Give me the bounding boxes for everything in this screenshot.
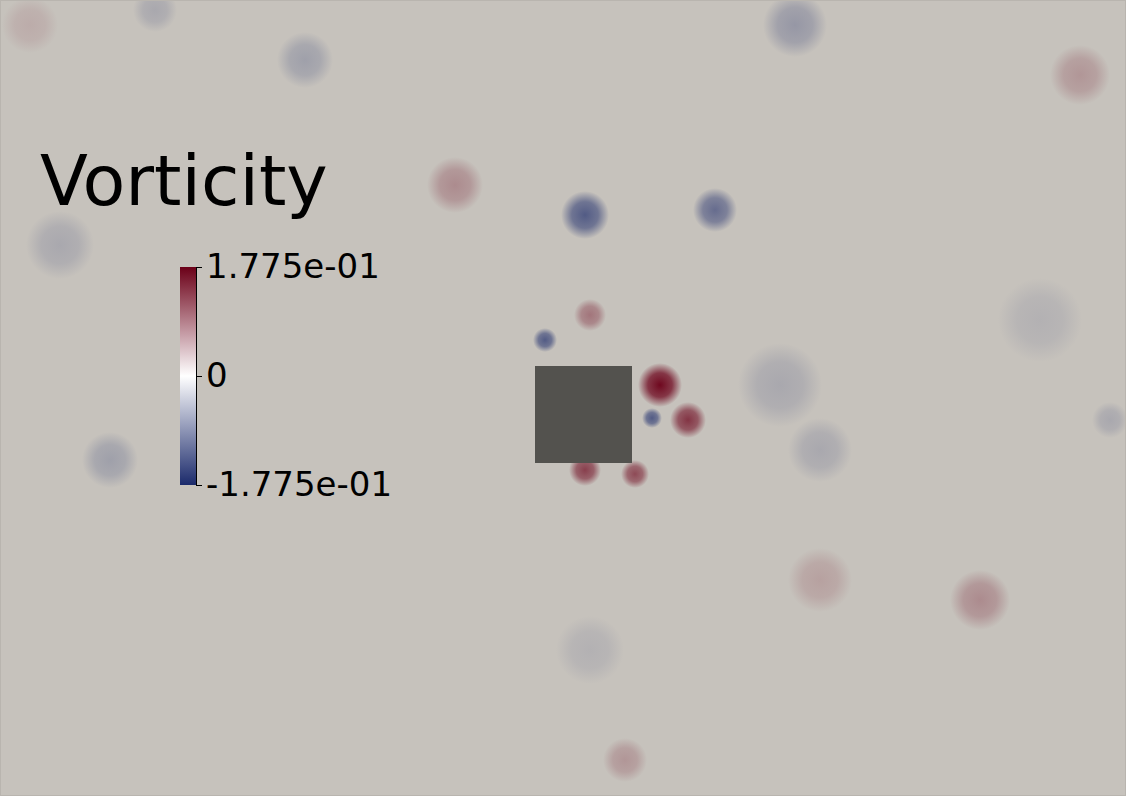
obstacle — [535, 366, 632, 463]
colorbar-axis: 1.775e-01 0 -1.775e-01 — [196, 246, 392, 504]
chart: Vorticity 1.775e-01 0 -1.775e-01 — [0, 0, 1126, 796]
vortex — [642, 408, 662, 428]
tick-mark — [196, 485, 202, 486]
vortex — [133, 0, 177, 32]
plot-frame — [1, 1, 1126, 796]
tick: 0 — [196, 355, 228, 395]
vortex — [788, 548, 852, 612]
tick: -1.775e-01 — [196, 464, 392, 504]
axis-line — [197, 268, 203, 486]
vortex — [763, 0, 827, 57]
tick-mark — [196, 267, 202, 268]
vortex — [693, 188, 737, 232]
background — [0, 0, 1126, 796]
vortex — [998, 278, 1082, 362]
colorbar: 1.775e-01 0 -1.775e-01 — [180, 246, 392, 504]
vortex — [670, 402, 706, 438]
vortex — [1092, 402, 1126, 438]
vortex — [2, 0, 58, 53]
vortex — [533, 328, 557, 352]
vortex — [1050, 45, 1110, 105]
vortex — [950, 570, 1010, 630]
tick-label: -1.775e-01 — [206, 464, 392, 504]
vortex — [788, 418, 852, 482]
vortex — [82, 432, 138, 488]
tick: 1.775e-01 — [196, 246, 380, 286]
tick-label: 1.775e-01 — [206, 246, 380, 286]
title: Vorticity — [40, 140, 328, 222]
field — [2, 0, 1126, 782]
colorbar-scale — [180, 267, 196, 485]
vortex — [638, 363, 682, 407]
vortex — [556, 616, 624, 684]
vortex — [738, 343, 822, 427]
vortex — [574, 299, 606, 331]
vortex — [621, 460, 649, 488]
vortex — [561, 191, 609, 239]
tick-mark — [196, 376, 202, 377]
vortex — [603, 738, 647, 782]
vortex — [427, 157, 483, 213]
vortex — [277, 32, 333, 88]
tick-label: 0 — [206, 355, 228, 395]
